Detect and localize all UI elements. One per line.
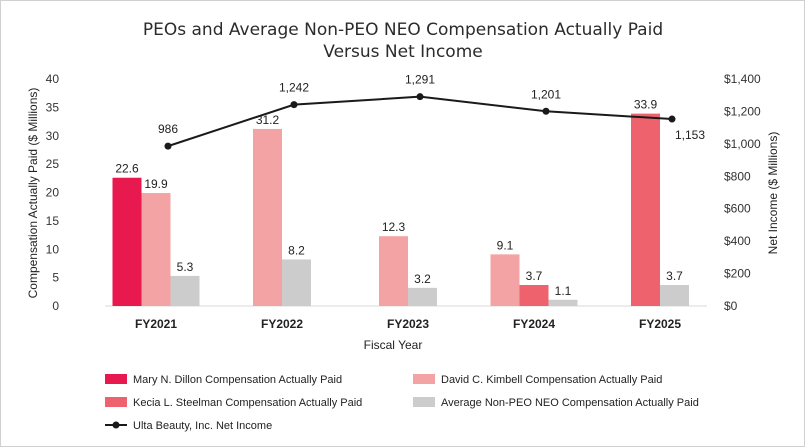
bar [112,177,142,306]
bar-data-label: 33.9 [634,98,658,112]
bar-data-label: 3.7 [666,269,683,283]
bar-data-label: 5.3 [177,260,194,274]
net-income-point [416,93,424,101]
y-tick-label: 35 [46,100,60,114]
x-category-label: FY2025 [639,317,681,331]
bar-data-label: 1.1 [555,284,572,298]
legend-label: David C. Kimbell Compensation Actually P… [441,374,662,386]
y2-tick-label: $400 [724,234,751,248]
legend-line-marker [112,421,120,429]
y-tick-label: 40 [46,72,60,86]
y2-tick-label: $600 [724,202,751,216]
bar [408,287,437,306]
bar-data-label: 9.1 [497,238,514,252]
y-tick-label: 20 [46,186,60,200]
bar [253,128,282,306]
y2-tick-label: $1,200 [724,104,761,118]
net-income-line [167,95,673,148]
bar-data-label: 19.9 [144,177,168,191]
y2-tick-label: $0 [724,299,738,313]
legend-swatch [413,374,435,384]
legend-label: Ulta Beauty, Inc. Net Income [133,420,272,432]
y2-tick-label: $800 [724,169,751,183]
net-income-point [668,115,676,123]
bar [519,285,549,306]
bar [141,193,171,306]
y2-tick-label: $1,000 [724,137,761,151]
legend: Mary N. Dillon Compensation Actually Pai… [105,374,699,432]
y-tick-label: 5 [52,271,59,285]
y-tick-label: 25 [46,157,60,171]
net-income-data-label: 1,291 [405,73,435,87]
bar-data-label: 3.7 [526,269,543,283]
bar-data-label: 31.2 [256,113,280,127]
y-tick-label: 0 [52,299,59,313]
y-tick-label: 15 [46,214,60,228]
bar-data-label: 22.6 [115,162,139,176]
x-category-label: FY2021 [135,317,177,331]
y-axis-title: Compensation Actually Paid ($ Millions) [26,88,40,299]
bar [631,113,660,307]
bar [282,259,311,306]
x-category-label: FY2024 [513,317,555,331]
bar [548,299,578,306]
x-category-label: FY2022 [261,317,303,331]
net-income-point [164,142,172,150]
y-tick-label: 30 [46,129,60,143]
bar [170,275,200,306]
x-axis-title: Fiscal Year [364,338,423,352]
net-income-data-label: 1,242 [279,81,309,95]
bar-data-label: 3.2 [414,272,431,286]
bar [660,285,689,306]
net-income-data-label: 986 [158,122,178,136]
net-income-data-label: 1,153 [675,128,705,142]
y2-tick-label: $1,400 [724,72,761,86]
chart-title-line2: Versus Net Income [323,42,482,62]
legend-swatch [105,374,127,384]
y2-tick-label: $200 [724,267,751,281]
bar-data-label: 12.3 [382,220,406,234]
bar [490,254,520,306]
x-category-label: FY2023 [387,317,429,331]
legend-swatch [413,397,435,407]
bar [379,236,408,306]
net-income-point [290,101,298,109]
chart-title-line1: PEOs and Average Non-PEO NEO Compensatio… [143,20,663,40]
legend-label: Kecia L. Steelman Compensation Actually … [133,397,362,409]
legend-label: Mary N. Dillon Compensation Actually Pai… [133,374,342,386]
net-income-point [542,107,550,115]
legend-swatch [105,397,127,407]
y2-axis-title: Net Income ($ Millions) [766,132,780,255]
plot-layer: 0 5 10 15 20 25 30 35 40 $0 $200 $400 $600 $800 $1,000… [46,72,761,331]
net-income-data-label: 1,201 [531,87,561,101]
y-tick-label: 10 [46,242,60,256]
legend-label: Average Non-PEO NEO Compensation Actuall… [441,397,699,409]
bar-data-label: 8.2 [288,243,305,257]
